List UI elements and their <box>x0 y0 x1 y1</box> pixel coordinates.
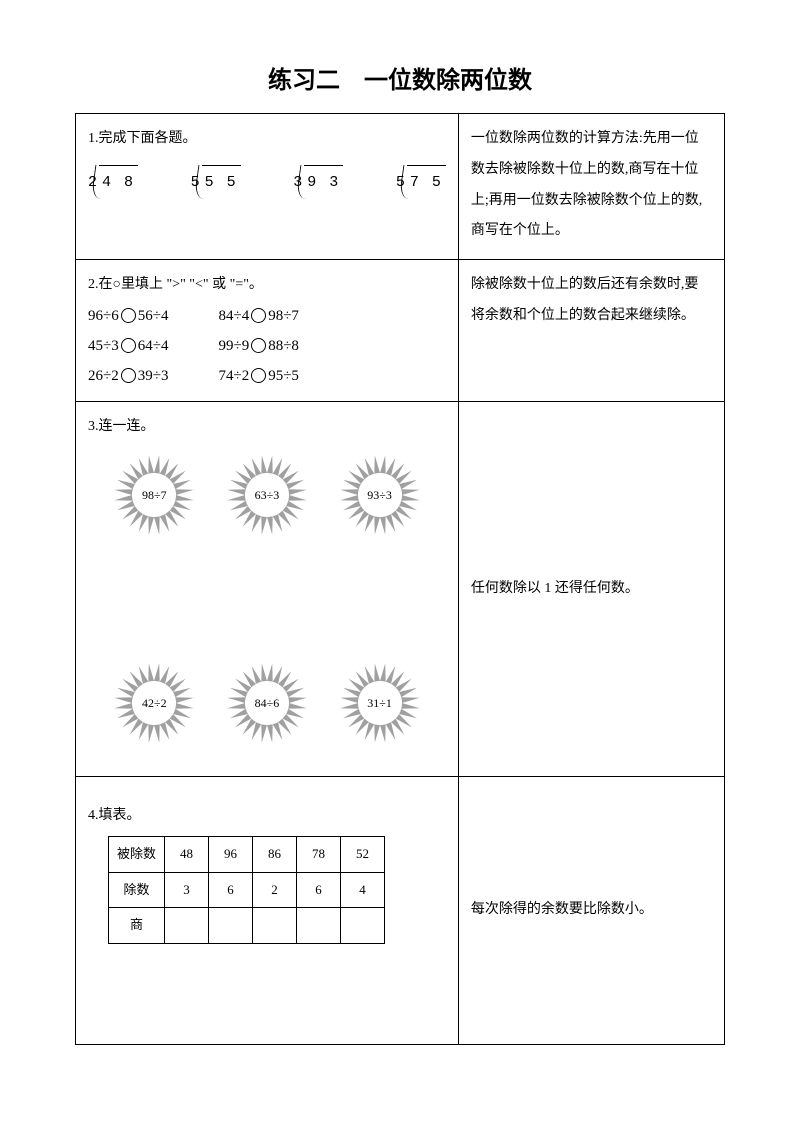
table-cell[interactable] <box>165 908 209 944</box>
q1-note: 一位数除两位数的计算方法:先用一位数去除被除数十位上的数,商写在十位上;再用一位… <box>458 114 724 260</box>
table-cell[interactable] <box>341 908 385 944</box>
table-cell: 52 <box>341 837 385 873</box>
comparison-line: 45÷364÷499÷988÷8 <box>88 331 446 361</box>
table-header: 商 <box>109 908 165 944</box>
q4-note: 每次除得的余数要比除数小。 <box>458 777 724 1045</box>
q4-table: 被除数4896867852除数36264商 <box>108 836 385 944</box>
q3-diagram: 98÷7 63÷3 93÷3 42÷2 84÷6 31÷1 <box>88 446 446 766</box>
q2-lines: 96÷656÷484÷498÷745÷364÷499÷988÷826÷239÷3… <box>88 301 446 391</box>
sun-node: 93÷3 <box>339 454 421 536</box>
q4-cell: 4.填表。 被除数4896867852除数36264商 <box>76 777 459 1045</box>
q4-title: 4.填表。 <box>88 801 446 832</box>
long-division: 55 5 <box>191 165 241 199</box>
sun-node: 98÷7 <box>113 454 195 536</box>
table-cell[interactable] <box>297 908 341 944</box>
table-cell[interactable] <box>253 908 297 944</box>
q2-note: 除被除数十位上的数后还有余数时,要将余数和个位上的数合起来继续除。 <box>458 259 724 401</box>
long-division: 39 3 <box>293 165 343 199</box>
blank-circle[interactable] <box>121 308 136 323</box>
q2-title: 2.在○里填上 ">" "<" 或 "="。 <box>88 270 446 301</box>
sun-node: 63÷3 <box>226 454 308 536</box>
table-cell: 86 <box>253 837 297 873</box>
sun-label: 84÷6 <box>254 688 281 718</box>
q3-cell: 3.连一连。 98÷7 63÷3 93÷3 42÷2 84÷6 31÷1 <box>76 401 459 777</box>
blank-circle[interactable] <box>121 338 136 353</box>
q1-title: 1.完成下面各题。 <box>88 124 446 155</box>
blank-circle[interactable] <box>251 368 266 383</box>
page-title: 练习二 一位数除两位数 <box>75 60 725 95</box>
sun-node: 42÷2 <box>113 662 195 744</box>
sun-label: 93÷3 <box>366 480 393 510</box>
table-cell: 3 <box>165 872 209 908</box>
worksheet-grid: 1.完成下面各题。 24 8 55 5 39 3 57 5 一位数除两位数的计算方法:… <box>75 113 725 1045</box>
table-cell: 96 <box>209 837 253 873</box>
long-division: 24 8 <box>88 165 138 199</box>
comparison-line: 96÷656÷484÷498÷7 <box>88 301 446 331</box>
q3-title: 3.连一连。 <box>88 412 446 443</box>
table-header: 被除数 <box>109 837 165 873</box>
table-cell[interactable] <box>209 908 253 944</box>
table-cell: 4 <box>341 872 385 908</box>
q1-cell: 1.完成下面各题。 24 8 55 5 39 3 57 5 <box>76 114 459 260</box>
sun-label: 63÷3 <box>254 480 281 510</box>
table-cell: 48 <box>165 837 209 873</box>
long-division: 57 5 <box>396 165 446 199</box>
sun-node: 31÷1 <box>339 662 421 744</box>
sun-label: 31÷1 <box>366 688 393 718</box>
table-cell: 6 <box>297 872 341 908</box>
table-header: 除数 <box>109 872 165 908</box>
blank-circle[interactable] <box>251 338 266 353</box>
sun-node: 84÷6 <box>226 662 308 744</box>
q1-problems: 24 8 55 5 39 3 57 5 <box>88 155 446 219</box>
sun-label: 42÷2 <box>141 688 168 718</box>
q2-cell: 2.在○里填上 ">" "<" 或 "="。 96÷656÷484÷498÷74… <box>76 259 459 401</box>
sun-label: 98÷7 <box>141 480 168 510</box>
q3-note: 任何数除以 1 还得任何数。 <box>458 401 724 777</box>
table-cell: 6 <box>209 872 253 908</box>
table-cell: 2 <box>253 872 297 908</box>
blank-circle[interactable] <box>121 368 136 383</box>
comparison-line: 26÷239÷374÷295÷5 <box>88 361 446 391</box>
table-cell: 78 <box>297 837 341 873</box>
blank-circle[interactable] <box>251 308 266 323</box>
